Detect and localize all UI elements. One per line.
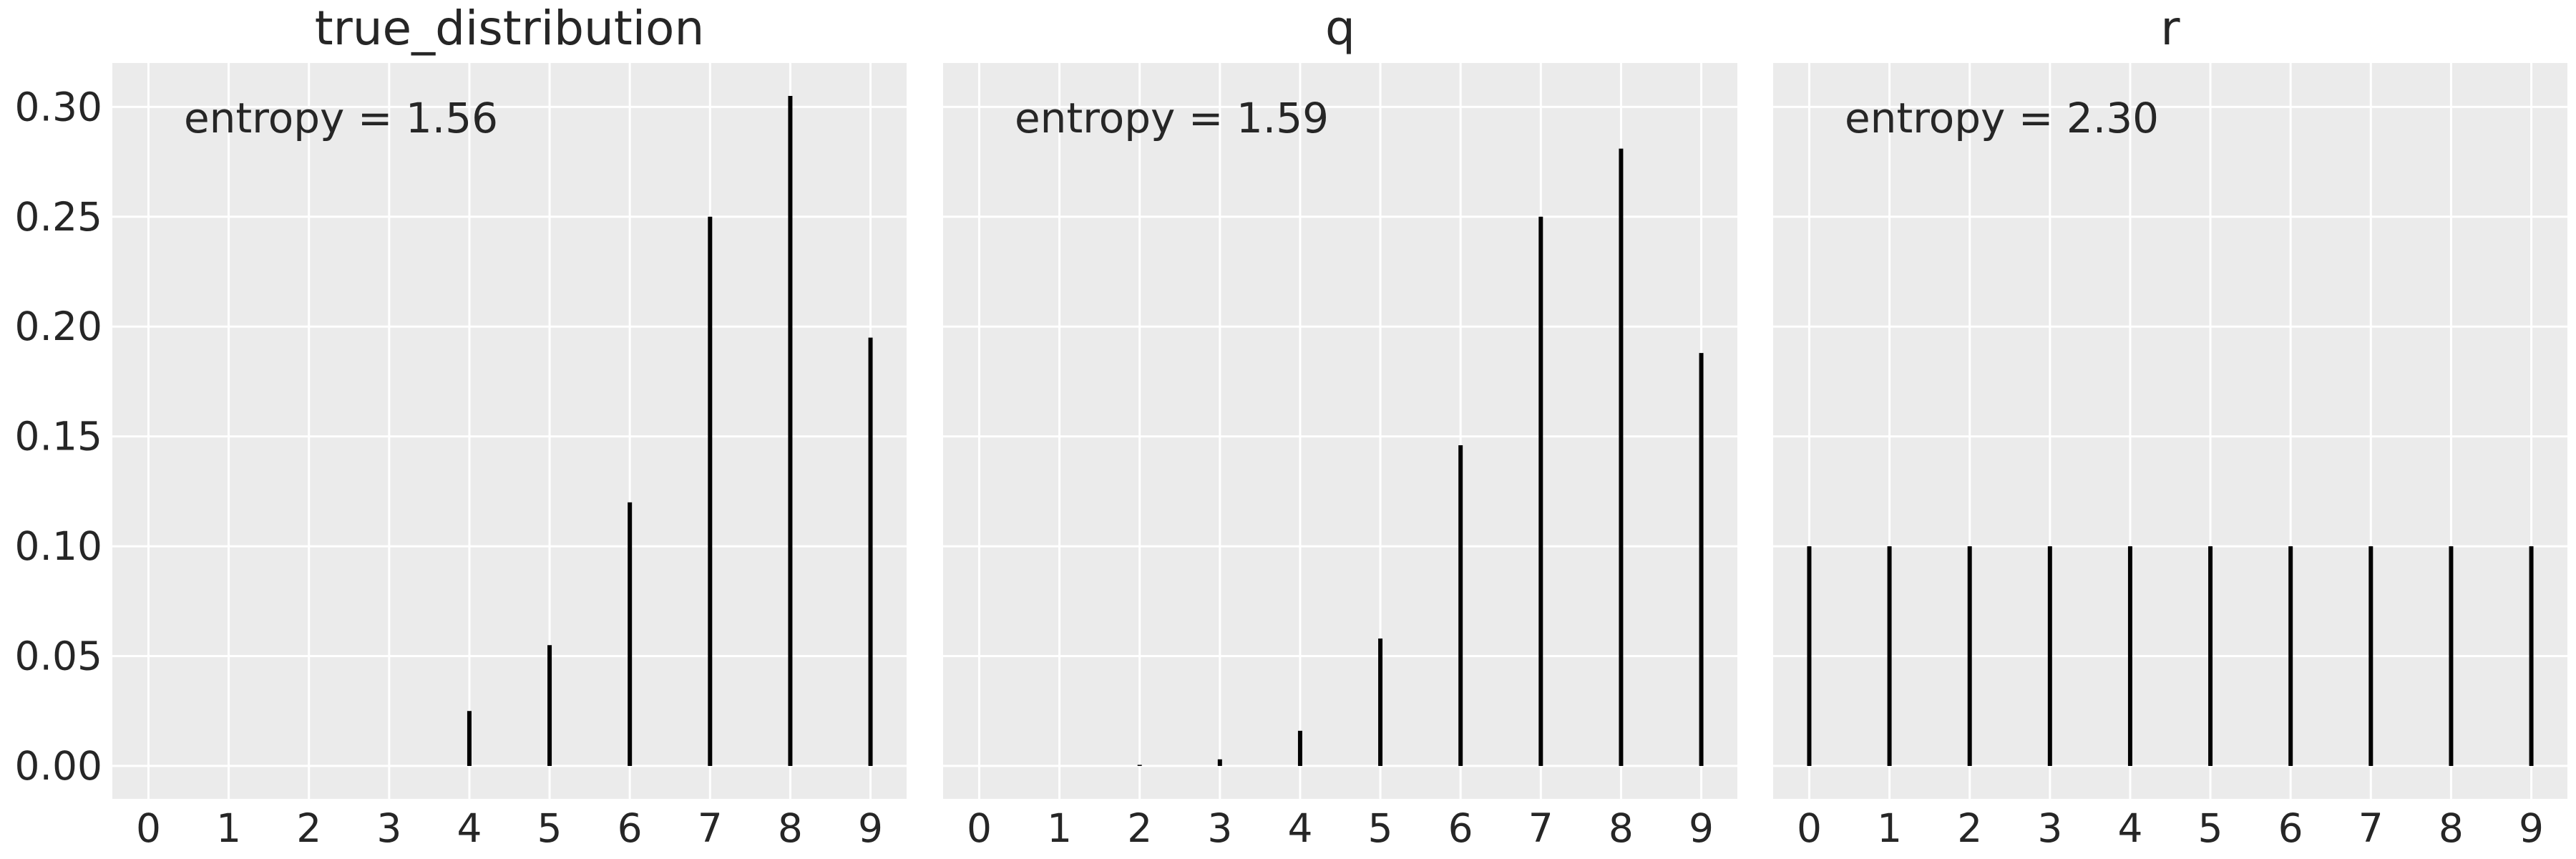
x-tick-label: 2	[296, 805, 321, 851]
y-tick-label: 0.10	[15, 523, 102, 569]
x-tick-label: 2	[1957, 805, 1982, 851]
x-tick-label: 9	[2519, 805, 2544, 851]
panel-title: q	[1325, 1, 1355, 56]
x-tick-label: 0	[967, 805, 992, 851]
x-tick-label: 5	[2198, 805, 2223, 851]
x-tick-label: 3	[376, 805, 401, 851]
x-tick-label: 9	[858, 805, 883, 851]
x-tick-label: 0	[136, 805, 161, 851]
y-tick-label: 0.20	[15, 304, 102, 349]
plot-area	[943, 63, 1737, 799]
entropy-annotation: entropy = 2.30	[1845, 94, 2159, 142]
entropy-annotation: entropy = 1.59	[1015, 94, 1329, 142]
x-tick-label: 3	[2037, 805, 2062, 851]
chart-panel-1: 0 1 2 3 4 5 6 7 8 9 q entropy = 1.59	[943, 1, 1737, 851]
panel-title: r	[2160, 1, 2180, 56]
x-tick-label: 8	[778, 805, 803, 851]
x-tick-label: 6	[2278, 805, 2303, 851]
x-tick-label: 1	[1877, 805, 1902, 851]
chart-panel-0: 0 1 2 3 4 5 6 7 8 9 0.00 0.05 0.10 0.15 0.20 0.25 0.30 tr…	[15, 1, 907, 851]
x-tick-label: 4	[457, 805, 482, 851]
x-tick-label: 4	[1287, 805, 1312, 851]
x-tick-label: 7	[1528, 805, 1553, 851]
x-tick-label: 6	[1448, 805, 1473, 851]
y-tick-label: 0.25	[15, 194, 102, 240]
x-tick-label: 2	[1127, 805, 1152, 851]
y-tick-label: 0.05	[15, 634, 102, 679]
x-tick-label: 1	[1047, 805, 1072, 851]
x-tick-label: 8	[2439, 805, 2464, 851]
x-tick-label: 4	[2117, 805, 2142, 851]
x-tick-label: 5	[537, 805, 562, 851]
y-tick-label: 0.15	[15, 414, 102, 460]
x-tick-label: 7	[698, 805, 723, 851]
x-tick-label: 8	[1609, 805, 1634, 851]
entropy-annotation: entropy = 1.56	[184, 94, 498, 142]
y-tick-label: 0.00	[15, 743, 102, 789]
x-tick-label: 9	[1689, 805, 1714, 851]
x-tick-label: 7	[2358, 805, 2384, 851]
panel-title: true_distribution	[315, 1, 705, 56]
x-tick-label: 6	[618, 805, 643, 851]
plot-area	[1773, 63, 2567, 799]
y-tick-label: 0.30	[15, 84, 102, 130]
x-tick-label: 0	[1797, 805, 1822, 851]
x-tick-label: 3	[1207, 805, 1232, 851]
x-tick-label: 1	[216, 805, 241, 851]
plot-area	[112, 63, 907, 799]
x-tick-label: 5	[1368, 805, 1393, 851]
